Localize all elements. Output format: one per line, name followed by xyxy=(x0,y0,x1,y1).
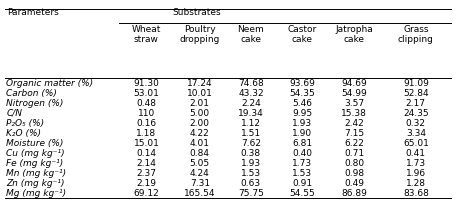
Text: 0.71: 0.71 xyxy=(344,149,365,158)
Text: 53.01: 53.01 xyxy=(134,89,159,98)
Text: 4.22: 4.22 xyxy=(190,129,210,138)
Text: Wheat
straw: Wheat straw xyxy=(132,25,161,44)
Text: 6.81: 6.81 xyxy=(292,139,312,148)
Text: 0.40: 0.40 xyxy=(292,149,312,158)
Text: 1.73: 1.73 xyxy=(292,159,312,168)
Text: 93.69: 93.69 xyxy=(289,79,315,88)
Text: 1.12: 1.12 xyxy=(241,119,261,128)
Text: 3.57: 3.57 xyxy=(344,99,365,108)
Text: Jatropha
cake: Jatropha cake xyxy=(336,25,373,44)
Text: 83.68: 83.68 xyxy=(403,188,429,198)
Text: 5.00: 5.00 xyxy=(190,109,210,118)
Text: P₂O₅ (%): P₂O₅ (%) xyxy=(6,119,44,128)
Text: 74.68: 74.68 xyxy=(238,79,264,88)
Text: 91.09: 91.09 xyxy=(403,79,429,88)
Text: 91.30: 91.30 xyxy=(134,79,159,88)
Text: 19.34: 19.34 xyxy=(238,109,264,118)
Text: 0.91: 0.91 xyxy=(292,179,312,187)
Text: Neem
cake: Neem cake xyxy=(237,25,264,44)
Text: 94.69: 94.69 xyxy=(341,79,367,88)
Text: 0.48: 0.48 xyxy=(137,99,156,108)
Text: 110: 110 xyxy=(138,109,155,118)
Text: Castor
cake: Castor cake xyxy=(287,25,317,44)
Text: 1.51: 1.51 xyxy=(241,129,261,138)
Text: 165.54: 165.54 xyxy=(184,188,216,198)
Text: 0.98: 0.98 xyxy=(344,168,365,178)
Text: 75.75: 75.75 xyxy=(238,188,264,198)
Text: 15.38: 15.38 xyxy=(341,109,367,118)
Text: 17.24: 17.24 xyxy=(187,79,213,88)
Text: 1.53: 1.53 xyxy=(241,168,261,178)
Text: 0.16: 0.16 xyxy=(137,119,156,128)
Text: Cu (mg kg⁻¹): Cu (mg kg⁻¹) xyxy=(6,149,65,158)
Text: 1.28: 1.28 xyxy=(406,179,426,187)
Text: 52.84: 52.84 xyxy=(403,89,428,98)
Text: 54.99: 54.99 xyxy=(341,89,367,98)
Text: 86.89: 86.89 xyxy=(341,188,367,198)
Text: 3.34: 3.34 xyxy=(406,129,426,138)
Text: 5.05: 5.05 xyxy=(190,159,210,168)
Text: C/N: C/N xyxy=(6,109,22,118)
Text: 10.01: 10.01 xyxy=(187,89,213,98)
Text: 1.18: 1.18 xyxy=(137,129,156,138)
Text: 1.53: 1.53 xyxy=(292,168,312,178)
Text: K₂O (%): K₂O (%) xyxy=(6,129,41,138)
Text: Parameters: Parameters xyxy=(7,8,59,17)
Text: Poultry
dropping: Poultry dropping xyxy=(180,25,220,44)
Text: 1.73: 1.73 xyxy=(406,159,426,168)
Text: 7.62: 7.62 xyxy=(241,139,261,148)
Text: 4.24: 4.24 xyxy=(190,168,210,178)
Text: 1.93: 1.93 xyxy=(292,119,312,128)
Text: 2.00: 2.00 xyxy=(190,119,210,128)
Text: 1.96: 1.96 xyxy=(406,168,426,178)
Text: 6.22: 6.22 xyxy=(344,139,364,148)
Text: 9.95: 9.95 xyxy=(292,109,312,118)
Text: 54.55: 54.55 xyxy=(289,188,315,198)
Text: Mg (mg kg⁻¹): Mg (mg kg⁻¹) xyxy=(6,188,66,198)
Text: 0.38: 0.38 xyxy=(241,149,261,158)
Text: 2.14: 2.14 xyxy=(137,159,156,168)
Text: 65.01: 65.01 xyxy=(403,139,429,148)
Text: 0.80: 0.80 xyxy=(344,159,365,168)
Text: 2.42: 2.42 xyxy=(345,119,364,128)
Text: 0.63: 0.63 xyxy=(241,179,261,187)
Text: 0.49: 0.49 xyxy=(344,179,365,187)
Text: Fe (mg kg⁻¹): Fe (mg kg⁻¹) xyxy=(6,159,64,168)
Text: 2.24: 2.24 xyxy=(241,99,261,108)
Text: Moisture (%): Moisture (%) xyxy=(6,139,64,148)
Text: 0.32: 0.32 xyxy=(406,119,426,128)
Text: 0.14: 0.14 xyxy=(137,149,156,158)
Text: Organic matter (%): Organic matter (%) xyxy=(6,79,93,88)
Text: Mn (mg kg⁻¹): Mn (mg kg⁻¹) xyxy=(6,168,66,178)
Text: Zn (mg kg⁻¹): Zn (mg kg⁻¹) xyxy=(6,179,64,187)
Text: 69.12: 69.12 xyxy=(134,188,159,198)
Text: 1.93: 1.93 xyxy=(241,159,261,168)
Text: 54.35: 54.35 xyxy=(289,89,315,98)
Text: 2.19: 2.19 xyxy=(137,179,156,187)
Text: 1.90: 1.90 xyxy=(292,129,312,138)
Text: Nitrogen (%): Nitrogen (%) xyxy=(6,99,64,108)
Text: 7.31: 7.31 xyxy=(190,179,210,187)
Text: 0.41: 0.41 xyxy=(406,149,426,158)
Text: 15.01: 15.01 xyxy=(134,139,159,148)
Text: 5.46: 5.46 xyxy=(292,99,312,108)
Text: Substrates: Substrates xyxy=(172,8,220,17)
Text: 2.37: 2.37 xyxy=(137,168,156,178)
Text: 2.01: 2.01 xyxy=(190,99,210,108)
Text: 24.35: 24.35 xyxy=(403,109,428,118)
Text: Carbon (%): Carbon (%) xyxy=(6,89,57,98)
Text: Grass
clipping: Grass clipping xyxy=(398,25,434,44)
Text: 2.17: 2.17 xyxy=(406,99,426,108)
Text: 0.84: 0.84 xyxy=(190,149,210,158)
Text: 7.15: 7.15 xyxy=(344,129,365,138)
Text: 43.32: 43.32 xyxy=(238,89,264,98)
Text: 4.01: 4.01 xyxy=(190,139,210,148)
